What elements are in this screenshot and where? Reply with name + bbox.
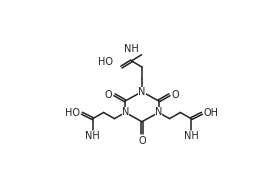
Text: N: N xyxy=(122,108,129,118)
Text: N: N xyxy=(138,87,146,97)
Text: OH: OH xyxy=(204,108,219,118)
Text: O: O xyxy=(138,136,146,146)
Text: O: O xyxy=(104,90,112,100)
Text: NH: NH xyxy=(124,44,139,54)
Text: HO: HO xyxy=(98,58,113,67)
Text: N: N xyxy=(155,108,162,118)
Text: NH: NH xyxy=(184,131,199,141)
Text: HO: HO xyxy=(65,108,80,118)
Text: O: O xyxy=(172,90,179,100)
Text: NH: NH xyxy=(85,131,100,141)
